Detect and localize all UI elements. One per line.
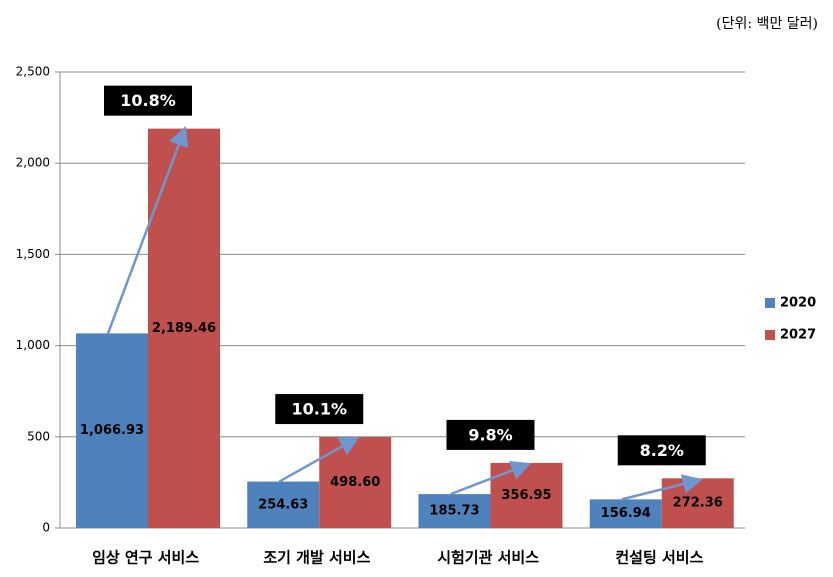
bar-value-label: 185.73 <box>429 504 479 519</box>
x-tick-label: 조기 개발 서비스 <box>263 549 370 567</box>
annotation-box <box>617 435 706 466</box>
growth-arrow <box>106 125 189 334</box>
growth-arrow <box>450 460 532 496</box>
unit-note: (단위: 백만 달러) <box>716 16 818 32</box>
y-tick-label: 500 <box>27 429 50 443</box>
bar-value-label: 156.94 <box>601 506 651 521</box>
y-tick-label: 1,500 <box>16 247 50 261</box>
y-tick-label: 2,000 <box>16 156 50 170</box>
annotation-box <box>104 85 192 116</box>
annotation-box <box>275 394 364 425</box>
bar <box>247 481 320 528</box>
annotation: 8.2% <box>640 441 684 460</box>
annotation: 9.8% <box>468 425 512 444</box>
bar-value-label: 2,189.46 <box>152 321 216 336</box>
bar-value-label: 272.36 <box>673 496 723 511</box>
y-tick-label: 2,500 <box>16 65 50 79</box>
legend-label: 2020 <box>780 296 816 311</box>
bar <box>418 494 491 528</box>
annotation: 10.8% <box>120 91 176 110</box>
y-tick-label: 0 <box>42 521 50 535</box>
y-tick-label: 1,000 <box>16 338 50 352</box>
bar-value-label: 498.60 <box>330 475 380 490</box>
annotation-box <box>446 419 535 450</box>
growth-arrow <box>278 436 360 483</box>
annotation: 10.1% <box>291 400 347 419</box>
bar-value-label: 1,066.93 <box>80 423 144 438</box>
x-tick-label: 시험기관 서비스 <box>437 549 539 567</box>
legend-swatch <box>765 330 775 340</box>
legend-swatch <box>765 298 775 308</box>
x-tick-label: 임상 연구 서비스 <box>92 549 199 567</box>
x-tick-label: 컨설팅 서비스 <box>615 549 703 567</box>
bar <box>589 499 662 528</box>
legend-label: 2027 <box>780 328 816 343</box>
growth-arrow <box>621 474 703 501</box>
bar-value-label: 356.95 <box>501 488 551 503</box>
bar-value-label: 254.63 <box>258 497 308 512</box>
bar <box>76 333 148 528</box>
